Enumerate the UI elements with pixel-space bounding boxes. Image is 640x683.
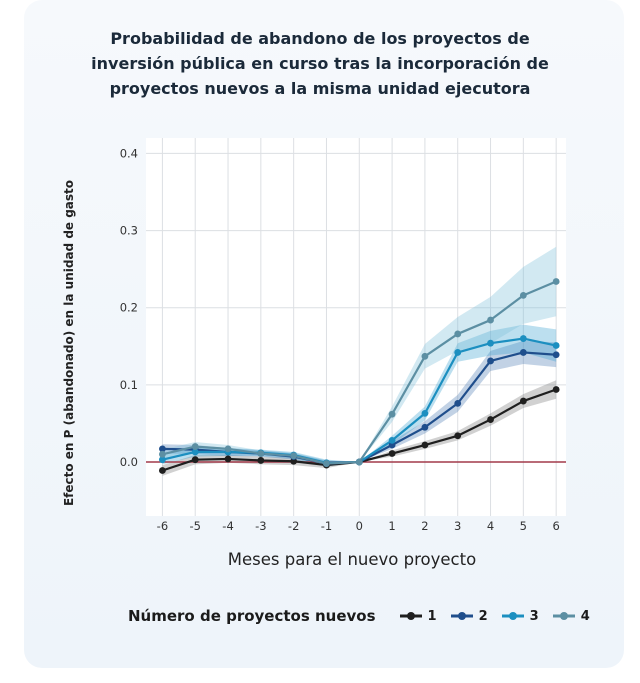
data-point-series-4	[487, 316, 494, 324]
legend-swatch-3	[501, 612, 524, 620]
data-point-series-4	[290, 452, 298, 460]
legend-item: 3	[500, 609, 539, 624]
data-point-series-2	[421, 423, 429, 431]
legend-swatch-2	[450, 612, 473, 620]
legend-label-2: 2	[478, 608, 488, 624]
data-point-series-4	[224, 445, 232, 453]
data-point-series-3	[519, 335, 527, 342]
chart-title: Probabilidad de abandono de los proyecto…	[60, 26, 580, 101]
data-point-series-1	[257, 457, 265, 464]
y-tick-label: 0.1	[120, 378, 138, 392]
x-tick-label: 0	[356, 519, 363, 533]
x-tick-label: 5	[520, 519, 527, 533]
data-point-series-4	[323, 460, 330, 467]
data-point-series-2	[487, 357, 494, 365]
y-axis-ticks: 0.0 0.1 0.2 0.3 0.4	[120, 146, 138, 469]
x-tick-label: 1	[388, 519, 395, 533]
data-point-series-2	[552, 351, 560, 359]
data-point-series-3	[191, 448, 199, 456]
legend-title: Número de proyectos nuevos	[128, 607, 376, 625]
series-points	[159, 278, 560, 474]
legend-label-3: 3	[529, 608, 539, 624]
data-point-series-1	[552, 386, 560, 393]
data-point-series-1	[224, 455, 232, 463]
data-point-series-1	[519, 397, 527, 405]
data-point-series-4	[355, 458, 363, 466]
x-tick-label: 6	[552, 519, 559, 533]
x-tick-label: -2	[288, 519, 299, 533]
data-point-series-1	[487, 416, 494, 423]
data-point-series-4	[388, 410, 396, 418]
data-point-series-3	[454, 349, 462, 356]
line-chart: 0.0 0.1 0.2 0.3 0.4 -6 -5 -4 -3 -2 -1 0 1 2 3 4 5 6 Efec…	[62, 138, 566, 569]
data-point-series-3	[552, 342, 560, 349]
data-point-series-4	[257, 450, 265, 457]
data-point-series-4	[454, 330, 462, 338]
title-line: Probabilidad de abandono de los proyecto…	[110, 29, 530, 48]
data-point-series-4	[421, 352, 429, 360]
legend-item: 2	[449, 609, 488, 624]
data-point-series-4	[519, 291, 527, 299]
data-point-series-2	[519, 349, 527, 356]
y-tick-label: 0.4	[120, 146, 138, 160]
legend-swatch-1	[399, 612, 422, 620]
y-tick-label: 0.3	[120, 224, 138, 238]
legend-label-1: 1	[427, 608, 437, 624]
x-tick-label: -1	[321, 519, 332, 533]
data-point-series-1	[421, 441, 429, 449]
legend-item: 4	[551, 609, 590, 624]
legend-label-4: 4	[580, 608, 590, 624]
data-point-series-1	[388, 450, 396, 457]
confidence-band-4	[162, 246, 557, 467]
y-tick-label: 0.2	[120, 301, 138, 315]
data-point-series-3	[388, 437, 396, 444]
data-point-series-3	[421, 410, 429, 417]
x-tick-label: -5	[189, 519, 200, 533]
data-point-series-4	[159, 450, 166, 458]
x-axis-label: Meses para el nuevo proyecto	[228, 550, 476, 569]
confidence-band-1	[162, 380, 557, 476]
x-tick-label: -6	[157, 519, 168, 533]
title-line: proyectos nuevos a la misma unidad ejecu…	[109, 79, 531, 98]
x-axis-ticks: -6 -5 -4 -3 -2 -1 0 1 2 3 4 5 6	[157, 519, 560, 533]
title-line: inversión pública en curso tras la incor…	[91, 54, 549, 73]
data-point-series-2	[159, 445, 166, 453]
data-point-series-4	[552, 278, 560, 285]
x-tick-label: 3	[454, 519, 461, 533]
data-point-series-1	[159, 467, 166, 474]
data-point-series-3	[159, 456, 166, 464]
data-point-series-1	[454, 432, 462, 440]
data-point-series-4	[191, 443, 199, 450]
x-tick-label: 2	[421, 519, 428, 533]
legend-item: 1	[398, 609, 437, 624]
x-tick-label: -4	[222, 519, 233, 533]
y-tick-label: 0.0	[120, 455, 138, 469]
data-point-series-2	[454, 399, 462, 407]
y-axis-label: Efecto en P (abandonado) en la unidad de…	[62, 180, 76, 506]
confidence-band-3	[162, 324, 557, 466]
data-point-series-1	[191, 456, 199, 464]
data-point-series-3	[487, 339, 494, 347]
x-tick-label: -3	[255, 519, 266, 533]
legend: Número de proyectos nuevos 1 2 3 4	[128, 604, 602, 628]
legend-swatch-4	[552, 612, 575, 620]
x-tick-label: 4	[487, 519, 494, 533]
